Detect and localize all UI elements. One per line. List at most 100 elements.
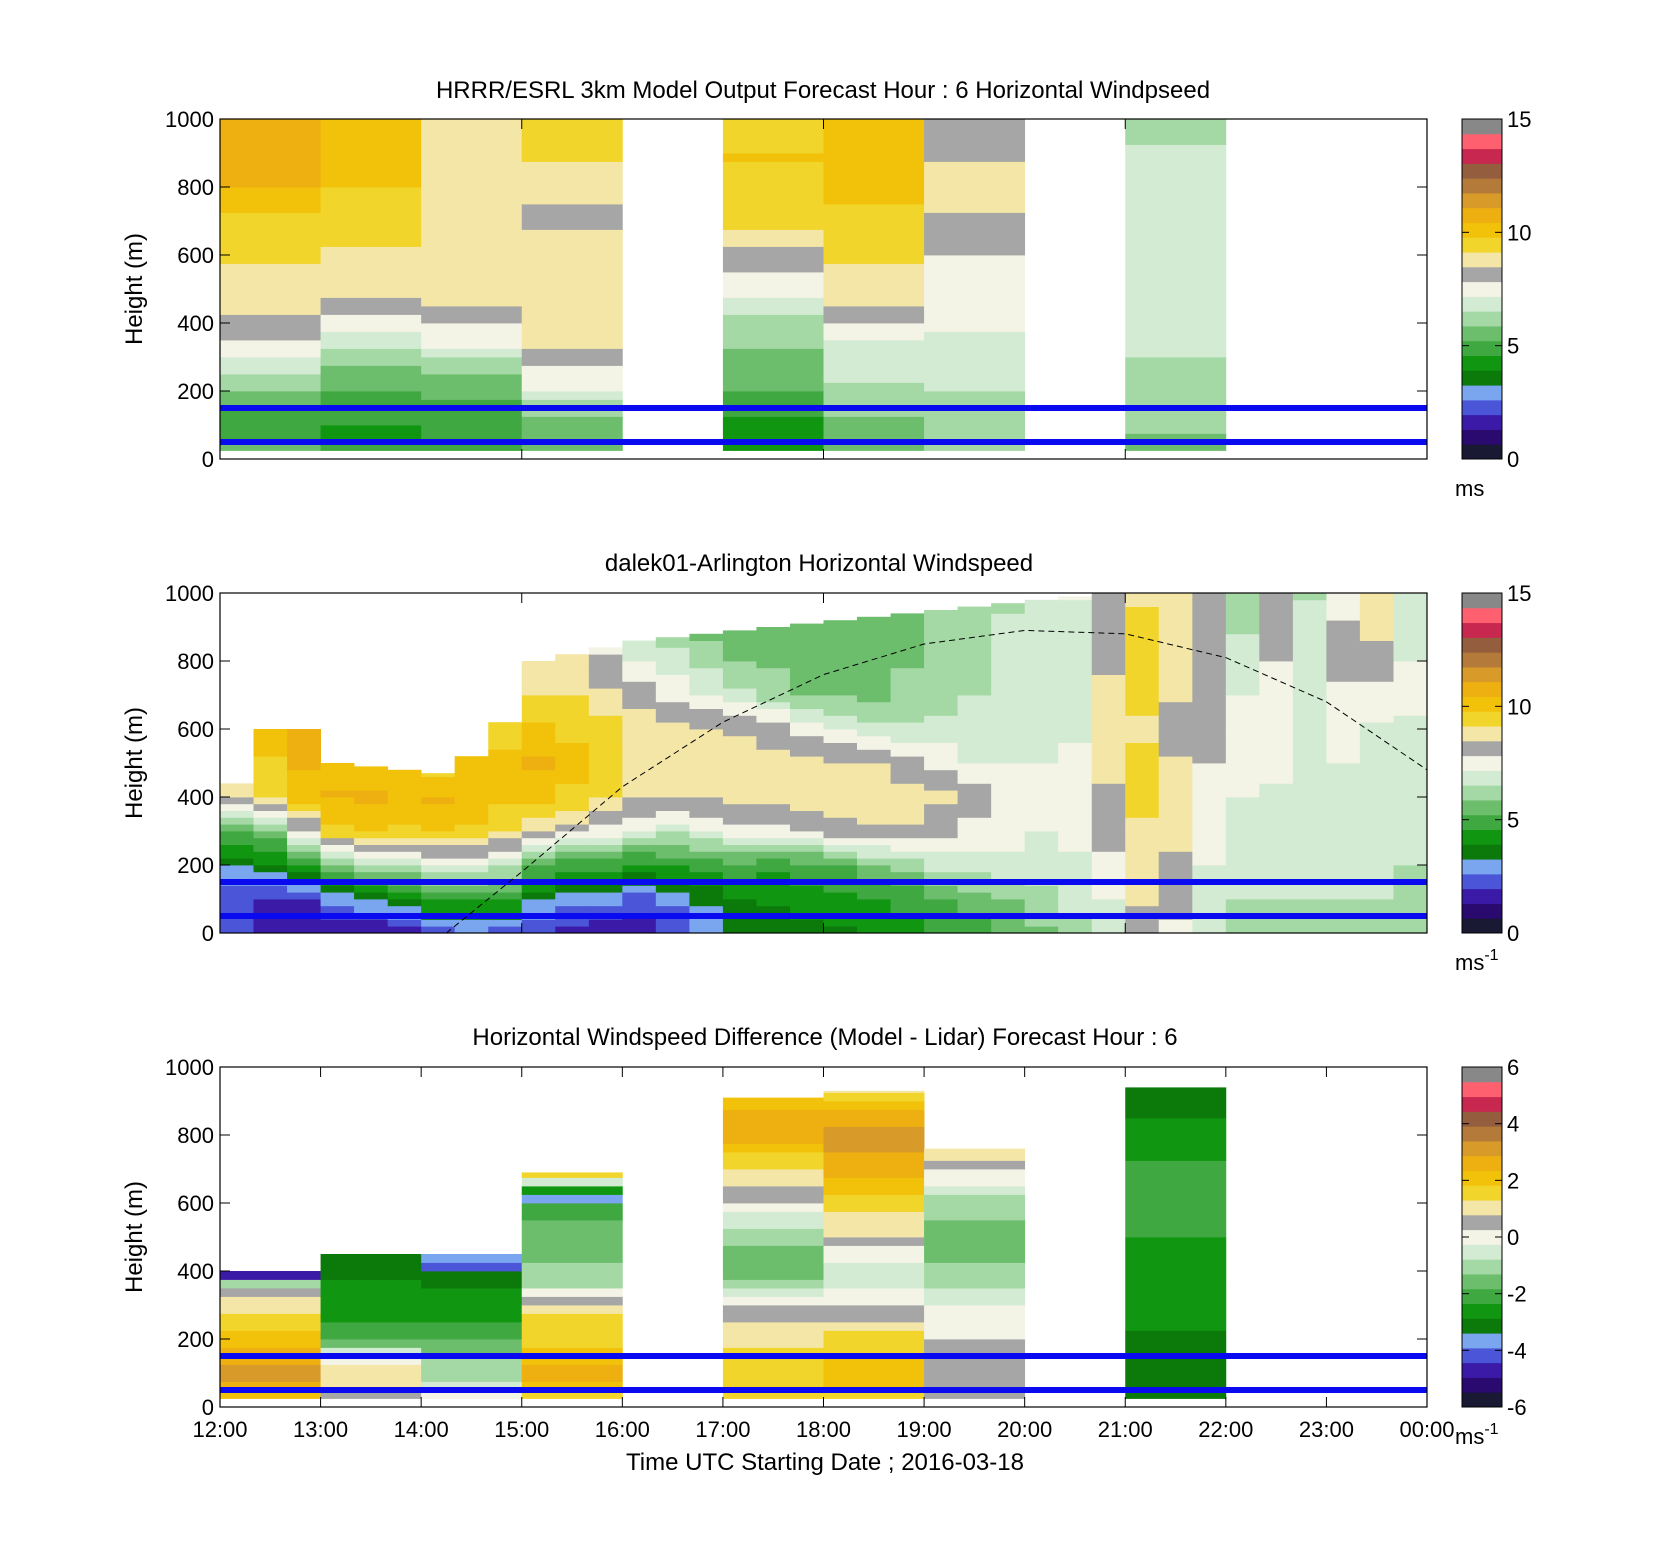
heatmap-cell: [1192, 769, 1227, 777]
heatmap-cell: [823, 229, 925, 239]
colorbar-swatch: [1462, 622, 1502, 638]
heatmap-cell: [521, 212, 623, 222]
heatmap-cell: [1393, 905, 1428, 913]
x-tick-label: 23:00: [1299, 1417, 1354, 1442]
heatmap-cell: [1058, 674, 1093, 682]
heatmap-cell: [287, 797, 321, 805]
heatmap-cell: [957, 926, 992, 934]
heatmap-cell: [220, 263, 321, 273]
heatmap-cell: [1259, 681, 1294, 689]
heatmap-cell: [622, 729, 657, 737]
heatmap-cell: [320, 306, 422, 315]
colorbar-swatch: [1462, 711, 1502, 727]
heatmap-cell: [521, 178, 623, 188]
heatmap-cell: [856, 620, 891, 628]
heatmap-cell: [1393, 871, 1428, 879]
heatmap-cell: [991, 892, 1026, 900]
heatmap-cell: [991, 783, 1026, 791]
heatmap-cell: [823, 871, 858, 879]
heatmap-cell: [722, 408, 824, 417]
heatmap-cell: [1225, 892, 1260, 900]
heatmap-cell: [1058, 599, 1093, 607]
colorbar-unit-exponent: -1: [1484, 947, 1498, 964]
heatmap-cell: [722, 374, 824, 383]
heatmap-cell: [1192, 776, 1227, 784]
heatmap-cell: [689, 899, 724, 907]
y-tick-label: 400: [177, 1259, 214, 1284]
heatmap-cell: [454, 919, 489, 927]
heatmap-cell: [1158, 674, 1193, 682]
heatmap-cell: [924, 221, 1026, 230]
heatmap-cell: [253, 851, 288, 859]
colorbar-swatch: [1462, 1318, 1502, 1334]
heatmap-cell: [1125, 297, 1227, 307]
heatmap-cell: [924, 1347, 1026, 1357]
heatmap-cell: [823, 280, 925, 290]
heatmap-cell: [756, 769, 791, 777]
heatmap-cell: [454, 899, 489, 907]
colorbar-swatch: [1462, 1214, 1502, 1231]
heatmap-cell: [1058, 919, 1093, 927]
heatmap-cell: [991, 899, 1026, 907]
heatmap-cell: [1259, 674, 1294, 682]
heatmap-cell: [790, 749, 824, 757]
heatmap-cell: [320, 1271, 422, 1280]
heatmap-cell: [220, 374, 321, 383]
heatmap-cell: [1192, 667, 1227, 675]
heatmap-cell: [924, 633, 958, 641]
heatmap-cell: [220, 408, 321, 417]
heatmap-cell: [421, 1356, 523, 1365]
heatmap-cell: [1292, 729, 1327, 737]
heatmap-cell: [756, 701, 791, 709]
heatmap-cell: [1259, 640, 1294, 648]
heatmap-cell: [521, 238, 623, 247]
heatmap-cell: [790, 701, 824, 709]
heatmap-cell: [1292, 640, 1327, 648]
heatmap-cell: [1326, 674, 1361, 682]
heatmap-cell: [1359, 681, 1394, 689]
heatmap-cell: [823, 1288, 925, 1297]
heatmap-cell: [722, 1143, 824, 1153]
heatmap-cell: [991, 810, 1026, 818]
heatmap-cell: [320, 280, 422, 290]
heatmap-cell: [1292, 776, 1327, 784]
heatmap-cell: [220, 1364, 321, 1374]
heatmap-cell: [320, 263, 422, 273]
heatmap-cell: [722, 769, 757, 777]
heatmap-cell: [1125, 391, 1227, 400]
heatmap-cell: [622, 831, 657, 839]
heatmap-cell: [856, 831, 891, 839]
heatmap-cell: [655, 749, 690, 757]
heatmap-cell: [1125, 1101, 1227, 1110]
heatmap-cell: [1125, 408, 1227, 417]
heatmap-cell: [555, 763, 590, 771]
heatmap-cell: [253, 885, 288, 893]
heatmap-cell: [421, 773, 456, 777]
heatmap-cell: [1259, 871, 1294, 879]
heatmap-cell: [957, 715, 992, 723]
heatmap-cell: [1326, 735, 1361, 743]
heatmap-cell: [1158, 817, 1193, 825]
heatmap-cell: [622, 885, 657, 893]
heatmap-cell: [1125, 599, 1160, 607]
heatmap-cell: [722, 119, 824, 128]
heatmap-cell: [890, 803, 925, 811]
heatmap-cell: [320, 1373, 422, 1382]
heatmap-cell: [1024, 647, 1059, 655]
heatmap-cell: [1058, 654, 1093, 662]
heatmap-cell: [756, 783, 791, 791]
heatmap-cell: [421, 127, 523, 137]
heatmap-cell: [454, 803, 489, 811]
colorbar-swatch: [1462, 1273, 1502, 1290]
heatmap-cell: [823, 255, 925, 264]
heatmap-cell: [722, 357, 824, 366]
heatmap-cell: [354, 824, 389, 832]
heatmap-cell: [521, 416, 623, 426]
heatmap-cell: [1158, 899, 1193, 907]
heatmap-cell: [1158, 851, 1193, 859]
heatmap-cell: [1125, 1211, 1227, 1221]
heatmap-cell: [924, 272, 1026, 281]
heatmap-cell: [756, 865, 791, 873]
heatmap-cell: [689, 885, 724, 893]
heatmap-cell: [1125, 899, 1160, 907]
